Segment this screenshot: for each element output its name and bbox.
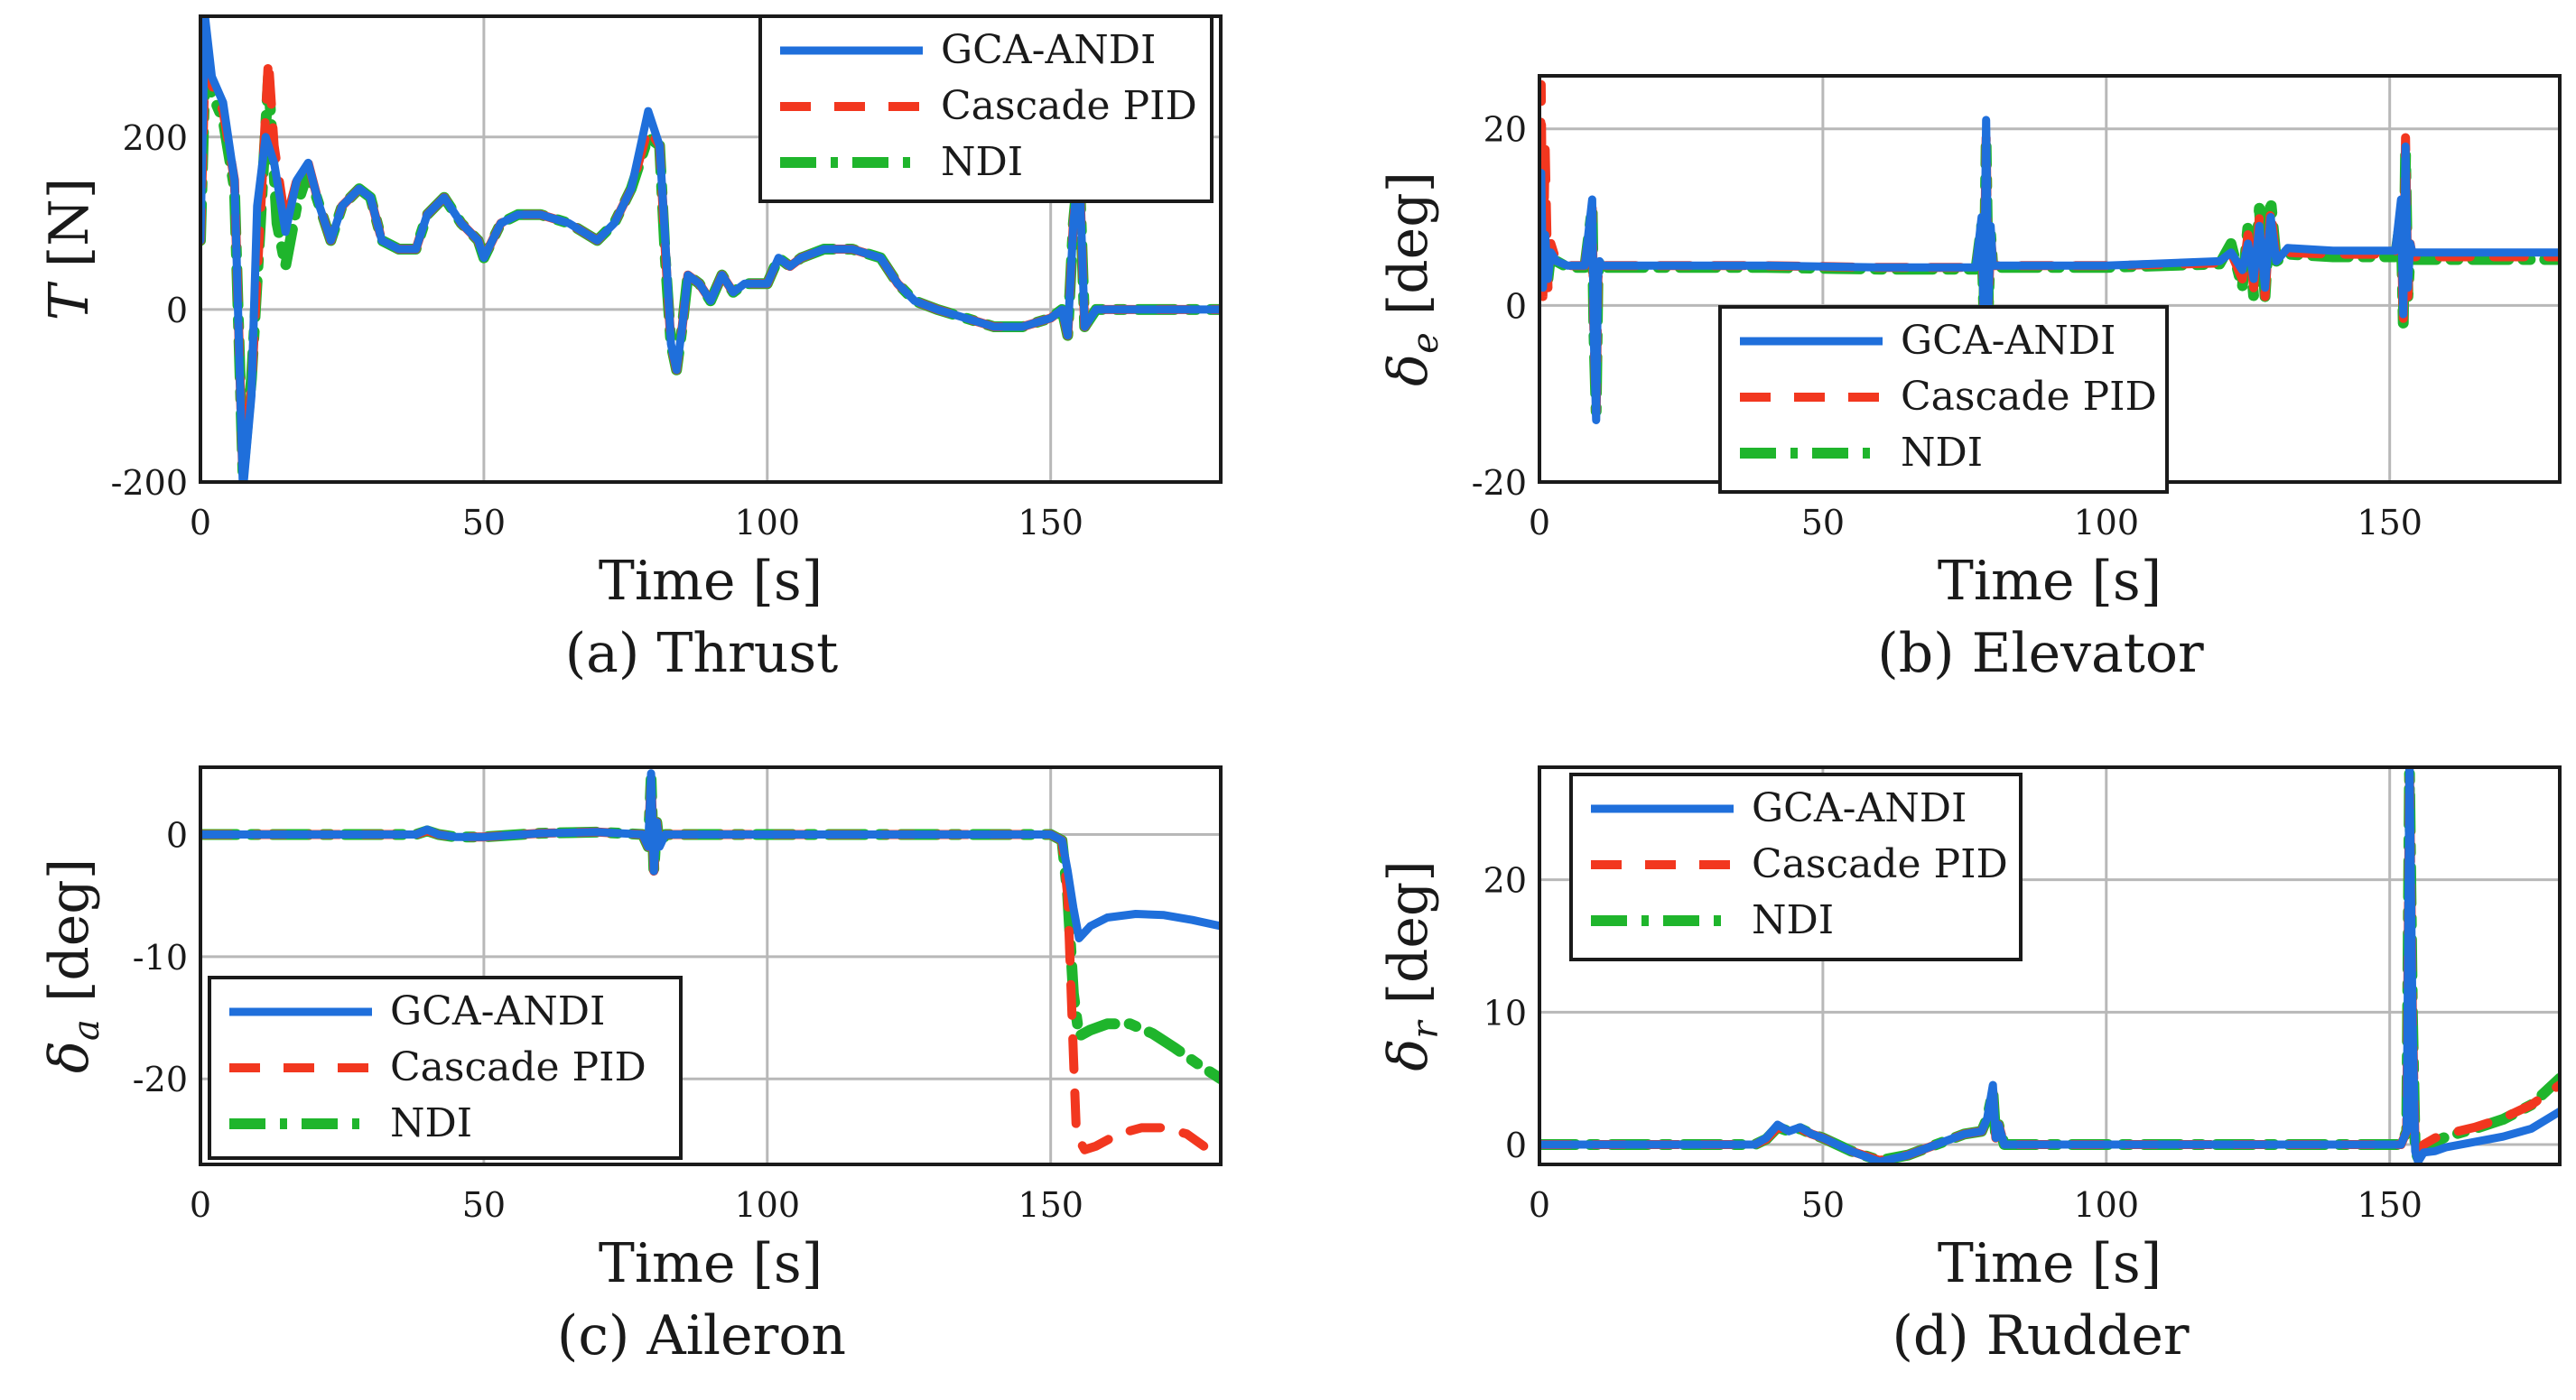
x-tick-label: 50 [462, 1185, 506, 1225]
y-tick-label: 10 [1483, 993, 1527, 1033]
legend-label: Cascade PID [390, 1044, 646, 1090]
legend-label: Cascade PID [1901, 374, 2157, 420]
legend: GCA-ANDI Cascade PID NDI [1569, 773, 2023, 961]
x-tick-label: 0 [190, 1185, 211, 1225]
x-tick-label: 100 [735, 1185, 801, 1225]
series-gca-andi [200, 769, 1221, 942]
series-group [200, 16, 1221, 482]
legend-label: NDI [1901, 430, 1983, 476]
axes-frame [1538, 765, 2562, 1166]
legend-label: GCA-ANDI [1901, 318, 2116, 364]
x-tick-label: 150 [1018, 503, 1083, 542]
x-tick-label: 100 [2074, 503, 2140, 542]
subplot-caption: (b) Elevator [1877, 622, 2204, 685]
x-tick-label: 50 [462, 503, 506, 542]
x-tick-label: 0 [1529, 503, 1550, 542]
legend: GCA-ANDI Cascade PID NDI [758, 14, 1214, 203]
y-tick-label: 0 [166, 291, 188, 330]
legend-label: Cascade PID [1752, 841, 2008, 887]
x-tick-label: 0 [190, 503, 211, 542]
legend-label: NDI [1752, 897, 1834, 943]
y-axis-label: δr [deg] [1377, 860, 1446, 1071]
y-tick-label: 0 [1505, 286, 1527, 326]
x-tick-label: 100 [2074, 1185, 2140, 1225]
y-tick-label: -200 [111, 463, 188, 503]
axes-frame [199, 765, 1223, 1166]
legend-label: GCA-ANDI [390, 988, 605, 1034]
x-tick-label: 50 [1801, 503, 1845, 542]
subplot-caption: (a) Thrust [565, 622, 839, 685]
series-group [200, 769, 1221, 1154]
x-tick-label: 0 [1529, 1185, 1550, 1225]
x-tick-label: 100 [735, 503, 801, 542]
subplot-aileron: 0 50 100 150 -20 -10 0 Time [s] (c) Aileron δa [d… [38, 765, 1223, 1368]
legend: GCA-ANDI Cascade PID NDI [1718, 305, 2169, 494]
axes-frame [199, 14, 1223, 484]
y-tick-label: 0 [166, 815, 188, 855]
series-gca-andi [200, 16, 1221, 482]
x-axis-label: Time [s] [1938, 550, 2162, 613]
series-group [1539, 767, 2560, 1164]
y-tick-label: 20 [1483, 861, 1527, 901]
y-axis-label: δe [deg] [1377, 172, 1446, 386]
y-axis-label: T [N] [38, 178, 101, 320]
x-tick-label: 150 [2357, 503, 2423, 542]
x-tick-label: 150 [2357, 1185, 2423, 1225]
y-tick-label: 0 [1505, 1126, 1527, 1165]
y-axis-label: δa [deg] [38, 858, 107, 1073]
x-axis-label: Time [s] [1938, 1232, 2162, 1295]
y-tick-label: 20 [1483, 110, 1527, 150]
legend-label: GCA-ANDI [941, 27, 1156, 73]
y-tick-label: 200 [122, 118, 188, 158]
x-tick-label: 150 [1018, 1185, 1083, 1225]
x-axis-label: Time [s] [599, 1232, 823, 1295]
subplot-caption: (c) Aileron [557, 1304, 846, 1368]
legend-label: GCA-ANDI [1752, 785, 1967, 831]
x-axis-label: Time [s] [599, 550, 823, 613]
legend-label: NDI [941, 139, 1023, 185]
legend-label: NDI [390, 1100, 472, 1146]
y-tick-label: -20 [133, 1060, 188, 1099]
subplot-caption: (d) Rudder [1892, 1304, 2189, 1368]
legend: GCA-ANDI Cascade PID NDI [208, 976, 683, 1160]
series-gca-andi [1539, 116, 2560, 424]
x-tick-label: 50 [1801, 1185, 1845, 1225]
subplot-rudder: 0 50 100 150 0 10 20 Time [s] (d) Rudder δr [deg]… [1377, 765, 2562, 1368]
y-tick-label: -20 [1472, 463, 1527, 503]
series-group [1539, 79, 2560, 424]
series-gca-andi [1539, 767, 2560, 1164]
legend-label: Cascade PID [941, 83, 1197, 129]
y-tick-label: -10 [133, 938, 188, 978]
